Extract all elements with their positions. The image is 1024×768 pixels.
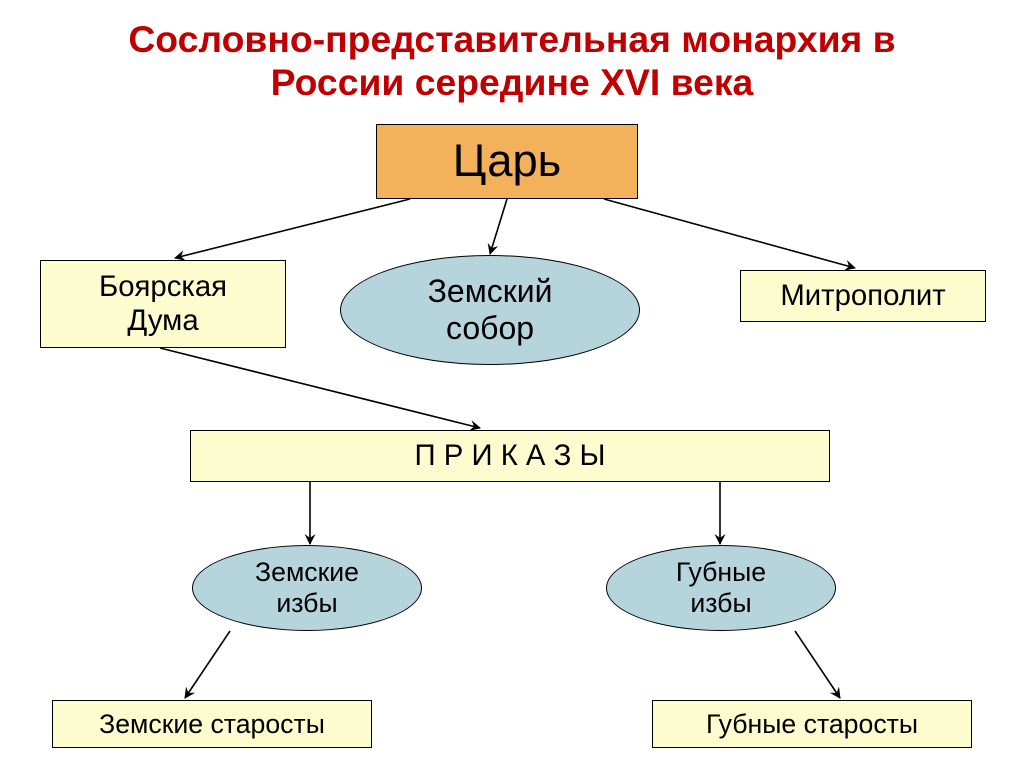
arrow-2 — [604, 199, 855, 268]
arrows-layer — [0, 0, 1024, 768]
node-zemskie_starosty: Земские старосты — [52, 700, 372, 748]
node-sobor: Земский собор — [340, 255, 640, 365]
arrow-0 — [175, 199, 410, 258]
node-zemskie_izby: Земские избы — [192, 545, 422, 631]
title-line1: Сословно-представительная монархия в — [128, 18, 895, 60]
arrow-1 — [490, 199, 507, 254]
node-gubnye_izby: Губные избы — [606, 545, 836, 631]
arrow-6 — [185, 631, 230, 698]
node-duma: Боярская Дума — [40, 260, 286, 348]
title-line2: России середине XVI века — [271, 61, 754, 103]
node-tsar: Царь — [376, 124, 638, 199]
arrow-7 — [795, 631, 840, 698]
node-gubnye_starosty: Губные старосты — [652, 700, 972, 748]
node-prikazy: П Р И К А З Ы — [190, 430, 830, 482]
node-mitropolit: Митрополит — [740, 270, 986, 322]
page-title: Сословно-представительная монархия в Рос… — [0, 18, 1024, 104]
